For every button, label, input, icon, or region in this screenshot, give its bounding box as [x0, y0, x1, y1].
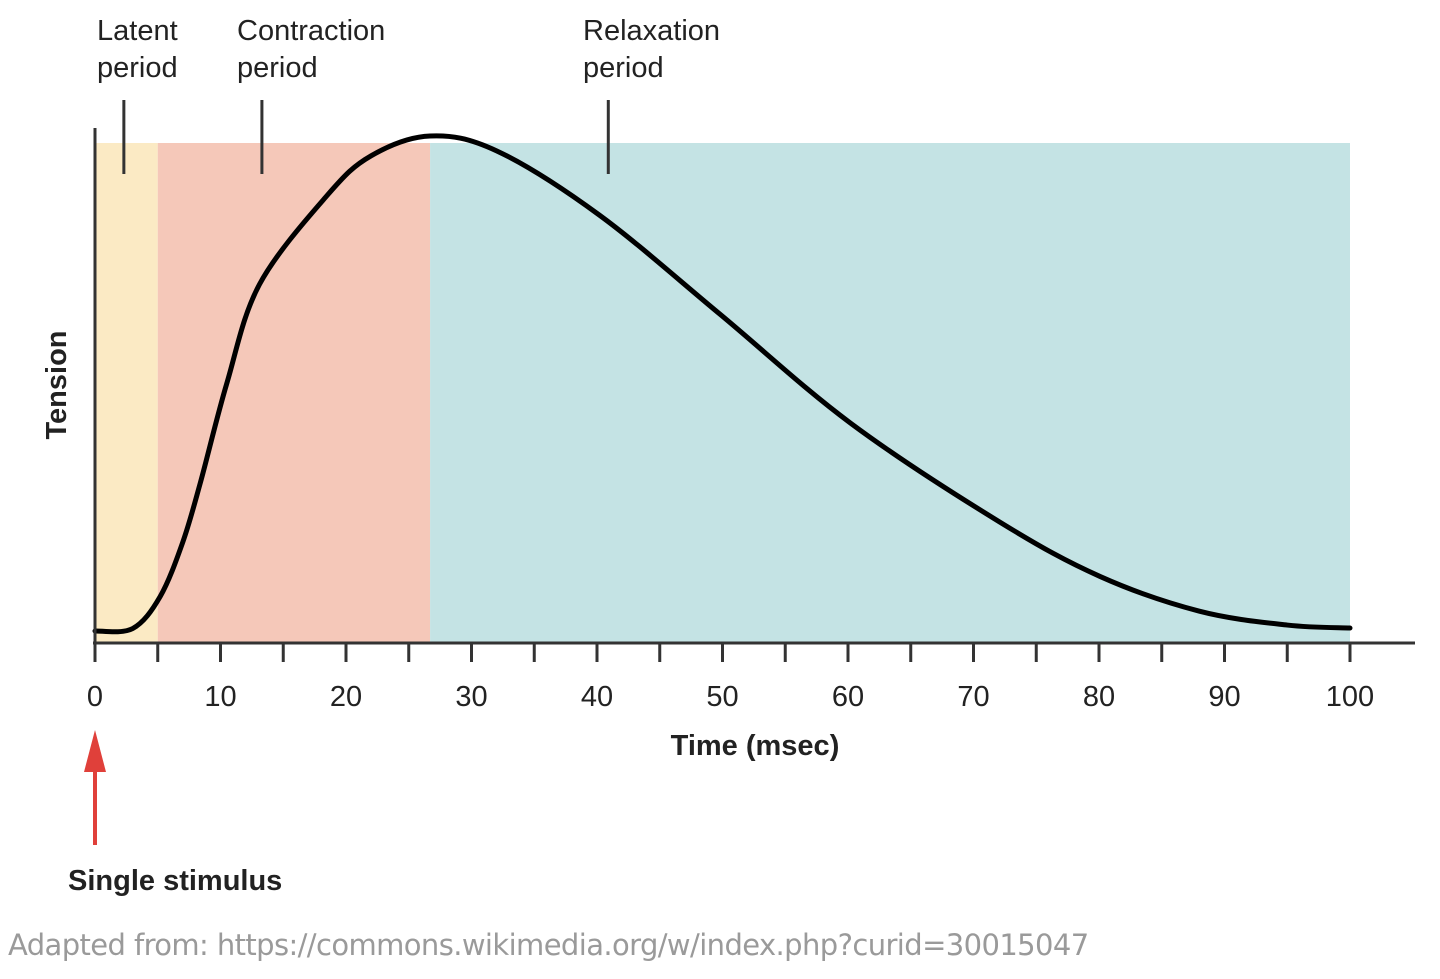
stimulus-arrow: [84, 730, 106, 845]
region-latent-period: [95, 143, 158, 643]
region-label: period: [97, 52, 178, 84]
x-tick-label: 10: [204, 681, 236, 713]
x-tick-label: 60: [832, 681, 864, 713]
x-tick-label: 100: [1326, 681, 1374, 713]
stimulus-label: Single stimulus: [68, 865, 282, 897]
region-relaxation-period: [430, 143, 1351, 643]
x-tick-label: 20: [330, 681, 362, 713]
x-axis-label: Time (msec): [671, 730, 840, 762]
x-tick-label: 0: [87, 681, 103, 713]
source-caption: Adapted from: https://commons.wikimedia.…: [8, 928, 1089, 962]
x-axis-ticks: 0 10 20 30 40 50 60 70 80 90 100: [87, 643, 1374, 713]
x-tick-label: 50: [706, 681, 738, 713]
x-tick-label: 40: [581, 681, 613, 713]
region-label: Latent: [97, 15, 178, 47]
region-label: Contraction: [237, 15, 385, 47]
x-tick-label: 80: [1083, 681, 1115, 713]
y-axis-label: Tension: [41, 330, 73, 439]
region-label: period: [237, 52, 318, 84]
x-tick-label: 90: [1208, 681, 1240, 713]
region-label: Relaxation: [583, 15, 720, 47]
arrow-head-icon: [84, 730, 106, 772]
region-contraction-period: [157, 143, 431, 643]
x-tick-label: 30: [455, 681, 487, 713]
region-label: period: [583, 52, 664, 84]
period-regions: [95, 143, 1351, 643]
period-markers: Latent period Contraction period Relaxation p…: [97, 15, 720, 174]
x-tick-label: 70: [957, 681, 989, 713]
tension-curve: [92, 133, 1353, 635]
